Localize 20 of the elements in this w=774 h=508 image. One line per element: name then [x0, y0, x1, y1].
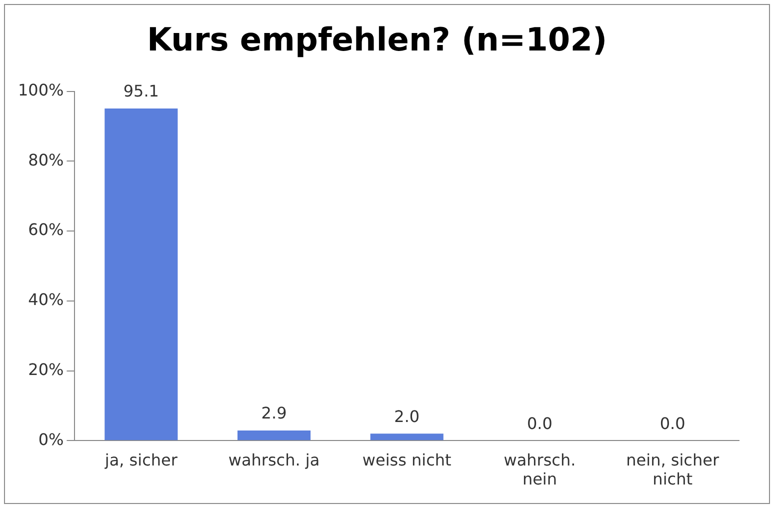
y-tick-label: 20%: [28, 360, 64, 379]
y-tick-label: 0%: [38, 430, 64, 449]
data-label: 95.1: [123, 82, 159, 101]
bar: [237, 430, 311, 440]
bar: [104, 108, 178, 440]
x-tick-label: wahrsch. nein: [504, 450, 576, 489]
data-label: 2.9: [261, 404, 287, 423]
x-tick-label: wahrsch. ja: [228, 450, 320, 470]
data-label: 0.0: [660, 414, 686, 433]
y-tick-label: 100%: [18, 80, 64, 100]
y-tick-label: 80%: [28, 150, 64, 170]
x-tick-label: nein, sicher nicht: [626, 450, 720, 489]
data-label: 2.0: [394, 406, 420, 426]
x-tick-label: weiss nicht: [362, 450, 452, 470]
data-label: 0.0: [526, 414, 552, 433]
x-tick-label: ja, sicher: [104, 450, 178, 470]
y-tick-label: 40%: [28, 290, 64, 310]
bar: [370, 434, 444, 440]
chart-title: Kurs empfehlen? (n=102): [146, 20, 608, 59]
y-tick-label: 60%: [28, 220, 64, 240]
